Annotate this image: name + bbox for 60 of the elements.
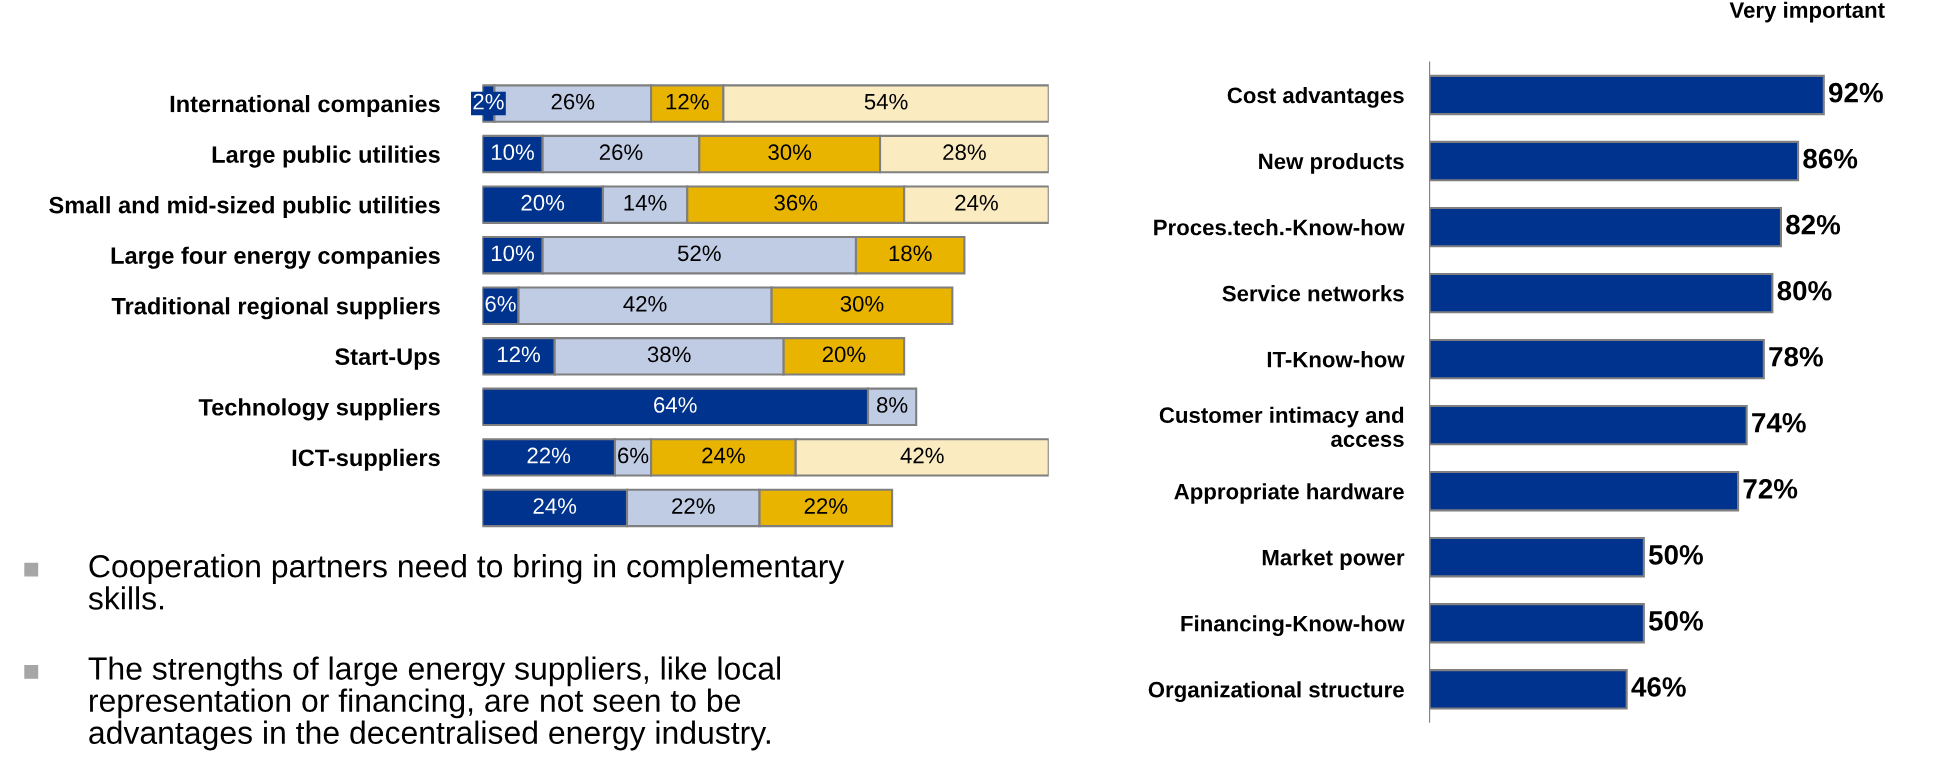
data-label: 22% [804,498,848,514]
chart-title: Very important [1729,1,1885,23]
y-tick-label: Small and mid-sized public utilities [49,196,440,219]
y-tick-label: IT-Know-how [1267,351,1405,368]
data-label: 10% [491,245,534,262]
y-tick-label: New products [1259,152,1404,174]
data-label: 22% [527,447,571,464]
data-label: 12% [498,346,540,363]
data-label: 50% [1648,545,1703,565]
data-label: 12% [666,93,709,110]
data-label: 72% [1743,478,1798,499]
data-label: 24% [955,194,998,211]
text: The strengths of large energy suppliers, like local representation or financing, are not seen to be advantages in the decentralised energy industry. [88,656,781,751]
data-label: 26% [599,144,643,161]
data-label: 54% [864,93,908,110]
y-tick-label: Technology suppliers [198,398,440,421]
y-tick-label: Start-Ups [335,348,440,370]
y-tick-label: Cost advantages [1227,86,1404,108]
data-label: 86% [1803,148,1858,169]
y-tick-label: Large public utilities [212,145,440,168]
y-tick-label: Customer intimacy and access [1159,406,1404,448]
data-label: 64% [654,397,697,413]
data-label: 42% [900,447,944,464]
data-label: 14% [624,194,667,211]
data-label: 42% [623,295,667,312]
data-label: 20% [822,346,866,363]
data-label: 80% [1777,280,1832,301]
data-label: 20% [521,194,565,211]
y-tick-label: Organizational structure [1148,681,1404,703]
y-tick-label: Large four energy companies [111,246,440,269]
data-label: 36% [774,194,818,211]
text: Cooperation partners need to bring in complementary skills. [88,554,845,610]
data-label: 52% [677,245,721,262]
y-tick-label: Traditional regional suppliers [111,297,440,320]
data-label: 24% [533,498,577,514]
data-label: 6% [618,447,649,464]
data-label: 30% [840,295,884,312]
data-label: 50% [1648,611,1703,631]
data-label: 82% [1786,214,1841,235]
data-label: 38% [647,346,691,363]
data-label: 78% [1769,346,1823,367]
data-label: 24% [702,447,745,464]
y-tick-label: Appropriate hardware [1174,483,1404,504]
data-label: 46% [1631,677,1686,697]
y-tick-label: Proces.tech.-Know-how [1154,219,1405,236]
y-tick-label: International companies [170,94,440,117]
data-label: 18% [889,245,932,262]
y-tick-label: Market power [1262,549,1405,570]
data-label: 10% [491,144,534,161]
data-label: 8% [877,397,908,413]
data-label: 22% [672,498,715,514]
data-label: 26% [551,93,595,110]
data-label: 30% [768,144,812,161]
data-label: 92% [1829,82,1883,103]
data-label: 6% [485,295,516,312]
y-tick-label: Service networks [1222,285,1404,302]
data-label: 28% [943,144,986,161]
y-tick-label: ICT-suppliers [292,448,440,471]
y-tick-label: Financing-Know-how [1181,615,1405,637]
data-label: 74% [1752,413,1806,433]
